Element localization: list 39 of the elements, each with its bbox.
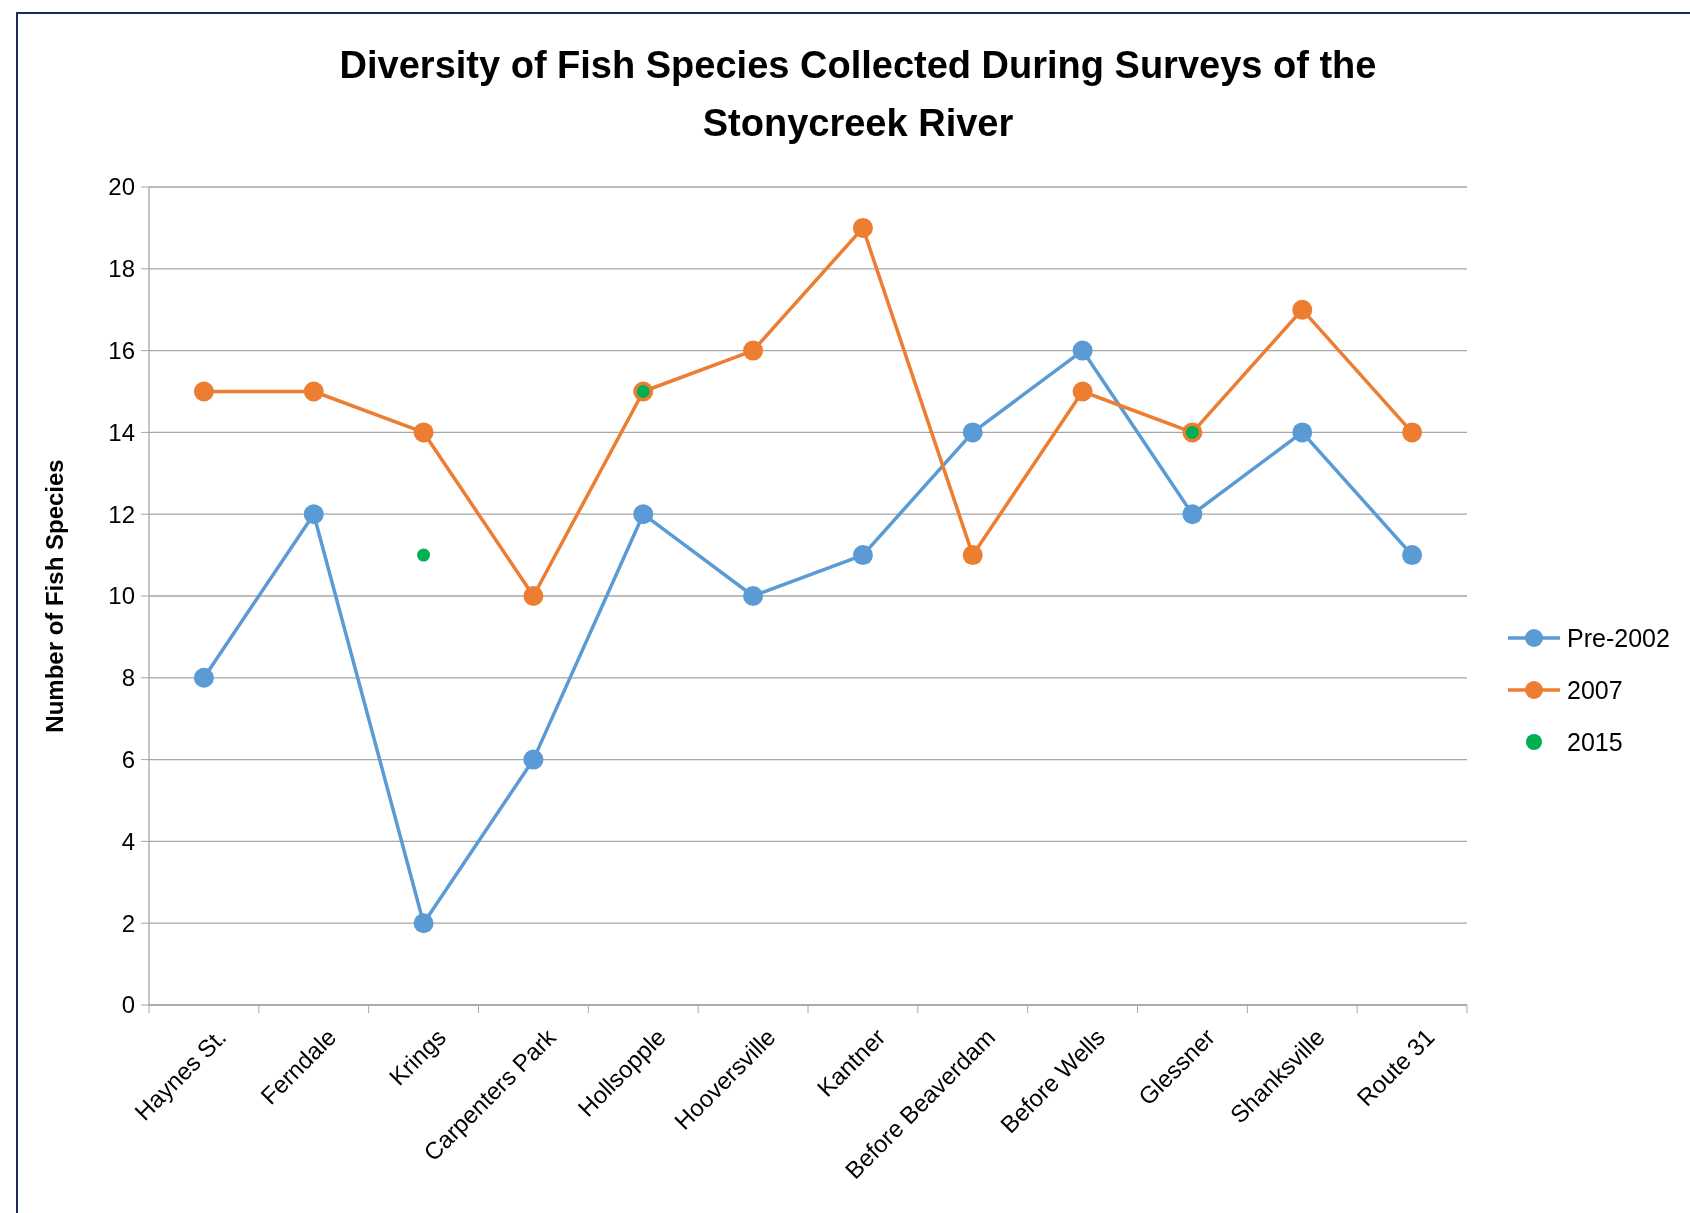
point [1402, 422, 1423, 443]
point [852, 545, 873, 566]
point [417, 548, 431, 562]
y-tick-label: 2 [121, 909, 135, 937]
point [193, 667, 214, 688]
y-axis-title: Number of Fish Species [41, 459, 68, 733]
legend-label: Pre-2002 [1567, 623, 1670, 652]
point [413, 422, 434, 443]
point [852, 217, 873, 238]
y-tick-label: 10 [108, 582, 135, 610]
y-tick-label: 16 [108, 337, 135, 364]
point [962, 545, 983, 566]
point [743, 340, 764, 361]
point [743, 586, 764, 606]
chart-title: Diversity of Fish Species Collected During Surveys of the Stonycreek River [339, 44, 1377, 144]
point [303, 381, 324, 402]
y-tick-label: 18 [108, 255, 135, 283]
y-tick-label: 6 [121, 746, 135, 773]
y-tick-label: 8 [121, 664, 135, 692]
y-tick-label: 14 [108, 418, 135, 446]
point [413, 913, 434, 934]
legend-label: 2007 [1567, 675, 1623, 704]
point [1292, 422, 1313, 443]
point [962, 422, 983, 443]
y-tick-label: 0 [121, 991, 135, 1019]
point [1182, 504, 1203, 525]
y-tick-label: 20 [108, 173, 135, 201]
point [193, 381, 214, 402]
point [523, 586, 544, 606]
point [523, 749, 544, 770]
point [1402, 545, 1423, 566]
point [1072, 340, 1093, 361]
y-tick-label: 12 [108, 500, 135, 528]
point [303, 504, 324, 525]
point [1292, 299, 1313, 320]
y-tick-label: 4 [121, 827, 135, 855]
legend-label: 2015 [1567, 727, 1623, 756]
point [1072, 381, 1093, 402]
point [633, 504, 654, 525]
